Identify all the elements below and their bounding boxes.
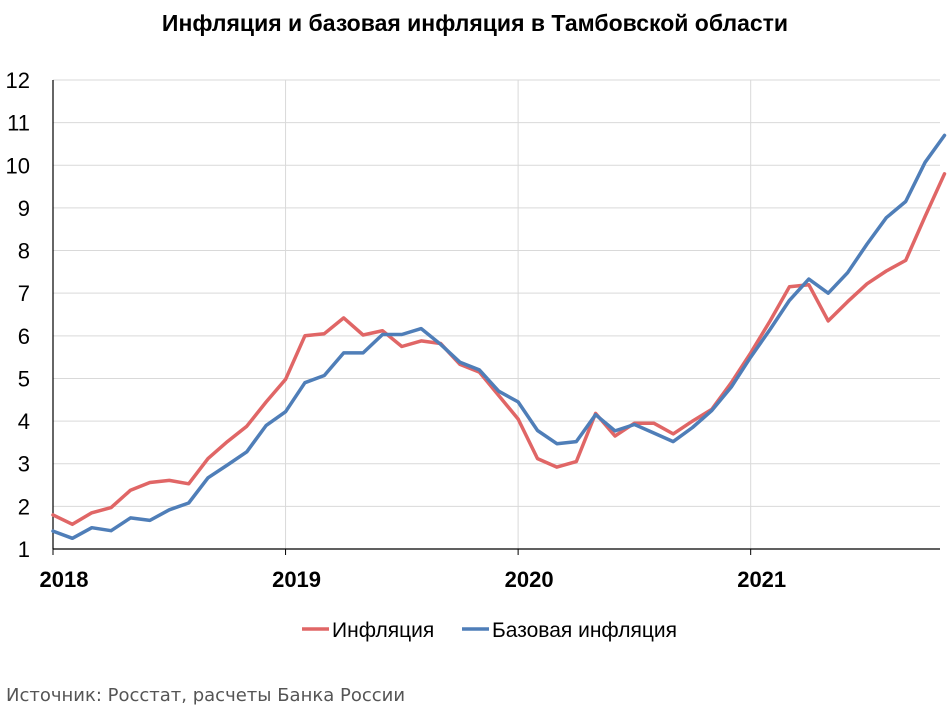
legend: Инфляция Базовая инфляция xyxy=(302,619,677,642)
series-line-core-inflation xyxy=(51,133,947,541)
y-tick-label: 12 xyxy=(6,68,30,93)
x-tick-label: 2019 xyxy=(272,567,321,592)
legend-label: Базовая инфляция xyxy=(492,619,677,642)
y-tick-label: 4 xyxy=(18,409,30,434)
y-tick-label: 7 xyxy=(18,281,30,306)
y-tick-label: 5 xyxy=(18,366,30,391)
x-tick-label: 2020 xyxy=(505,567,554,592)
y-tick-label: 9 xyxy=(18,196,30,221)
y-tick-label: 1 xyxy=(18,537,30,562)
y-tick-label: 2 xyxy=(18,494,30,519)
chart-title: Инфляция и базовая инфляция в Тамбовской… xyxy=(161,10,789,36)
y-tick-label: 8 xyxy=(18,239,30,264)
x-tick-label: 2018 xyxy=(40,567,89,592)
x-tick-label: 2021 xyxy=(737,567,786,592)
legend-label: Инфляция xyxy=(332,619,434,642)
series-line-inflation xyxy=(51,172,947,527)
y-tick-label: 10 xyxy=(6,153,30,178)
y-tick-label: 11 xyxy=(7,111,30,136)
grid-lines xyxy=(52,79,940,550)
x-axis-ticks: 2018 2019 2020 2021 xyxy=(40,549,786,592)
series-lines xyxy=(51,133,947,541)
source-note: Источник: Росстат, расчеты Банка России xyxy=(6,685,406,706)
y-tick-label: 3 xyxy=(18,452,30,477)
y-tick-label: 6 xyxy=(18,324,30,349)
